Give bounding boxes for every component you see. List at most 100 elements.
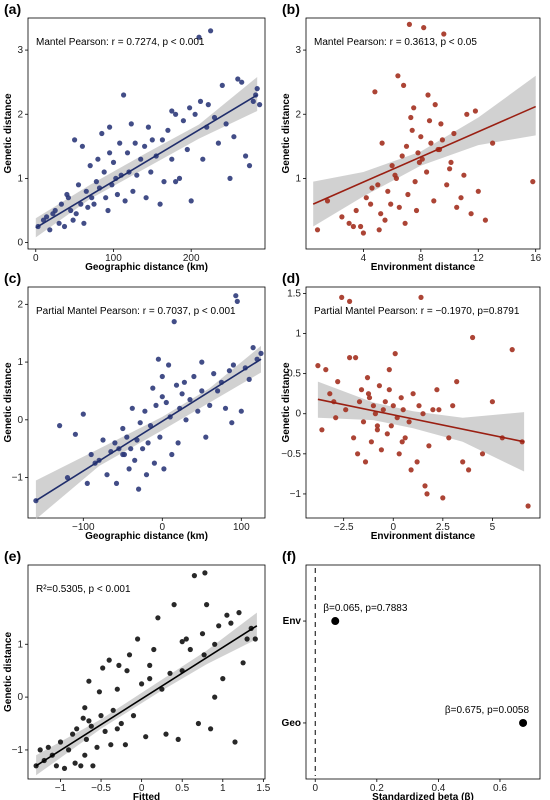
x-tick-label: 0.5 (175, 783, 189, 794)
data-point (376, 227, 382, 233)
data-point (114, 686, 120, 692)
data-point (101, 169, 107, 175)
y-category-label: Env (283, 616, 302, 627)
data-point (191, 373, 197, 380)
data-point (347, 355, 353, 361)
data-point (215, 388, 221, 394)
data-point (479, 451, 486, 457)
data-point (121, 92, 127, 98)
data-point (458, 195, 464, 201)
data-point (126, 652, 133, 658)
data-point (224, 612, 230, 618)
data-point (343, 407, 349, 413)
data-point (205, 102, 211, 108)
data-point (448, 159, 454, 165)
regression-line (35, 94, 258, 229)
data-point (72, 760, 78, 766)
data-point (355, 451, 361, 457)
data-point (411, 105, 417, 111)
panel-label: (f) (282, 548, 296, 564)
data-point (37, 747, 43, 753)
data-point (530, 179, 536, 185)
x-tick-label: 5 (490, 522, 496, 533)
data-point (153, 402, 159, 408)
data-point (234, 298, 240, 304)
data-point (159, 686, 165, 692)
data-point (389, 163, 395, 169)
data-point (431, 198, 437, 204)
data-point (324, 198, 331, 204)
data-point (360, 230, 366, 236)
data-point (374, 427, 380, 433)
data-point (192, 111, 198, 117)
data-point (104, 472, 110, 478)
y-tick-label: 1 (17, 357, 23, 368)
data-point (98, 713, 104, 719)
data-point (171, 319, 177, 325)
data-point (440, 495, 446, 501)
data-point (44, 214, 50, 220)
data-point (238, 408, 244, 414)
data-point (208, 28, 214, 34)
data-point (432, 102, 438, 108)
data-point (382, 217, 388, 223)
data-point (99, 130, 105, 137)
data-point (82, 705, 88, 711)
data-point (246, 376, 252, 382)
data-point (176, 175, 183, 181)
data-point (150, 385, 156, 391)
data-point (414, 459, 420, 465)
data-point (53, 763, 60, 769)
x-axis-title: Fitted (133, 792, 160, 800)
data-point (388, 423, 394, 429)
confidence-band (35, 345, 262, 520)
panel-label: (c) (4, 270, 21, 286)
data-point (68, 207, 74, 214)
data-point (468, 211, 474, 217)
x-tick-label: −2.5 (334, 522, 354, 533)
data-point (142, 408, 148, 414)
data-point (395, 73, 401, 79)
data-point (155, 356, 161, 362)
y-tick-label: 2 (17, 299, 23, 310)
data-point (372, 89, 378, 95)
data-point (199, 388, 205, 394)
y-tick-label: 0 (295, 409, 301, 420)
data-point (376, 383, 382, 389)
data-point (89, 195, 95, 201)
data-point (254, 86, 260, 92)
data-point (220, 676, 226, 682)
data-point (439, 137, 445, 143)
data-point (244, 636, 250, 642)
data-point (52, 207, 58, 214)
data-point (147, 676, 153, 682)
data-point (424, 169, 430, 175)
data-point (159, 394, 165, 400)
data-point (126, 466, 132, 472)
x-tick-label: 0 (312, 783, 318, 794)
data-point (369, 185, 375, 191)
data-point (103, 195, 109, 201)
data-point (226, 368, 232, 374)
data-point (187, 397, 193, 403)
data-point (143, 195, 149, 201)
data-point (169, 108, 175, 114)
data-point (428, 140, 434, 146)
data-point (386, 367, 392, 373)
data-point (203, 434, 209, 440)
data-point (451, 130, 457, 137)
data-point (401, 82, 407, 88)
panel-6: (f) 0 0.2 0.4 0.6 Standardized beta (β) Env Geo… (282, 548, 541, 800)
data-point (56, 220, 62, 226)
data-point (163, 731, 169, 737)
data-point (378, 211, 384, 217)
data-point (393, 175, 399, 181)
data-point (175, 440, 181, 446)
data-point (151, 646, 157, 653)
data-point (368, 439, 374, 445)
y-tick-label: 0 (17, 238, 23, 249)
data-point (165, 127, 171, 133)
x-tick-label: 0.4 (431, 783, 445, 794)
